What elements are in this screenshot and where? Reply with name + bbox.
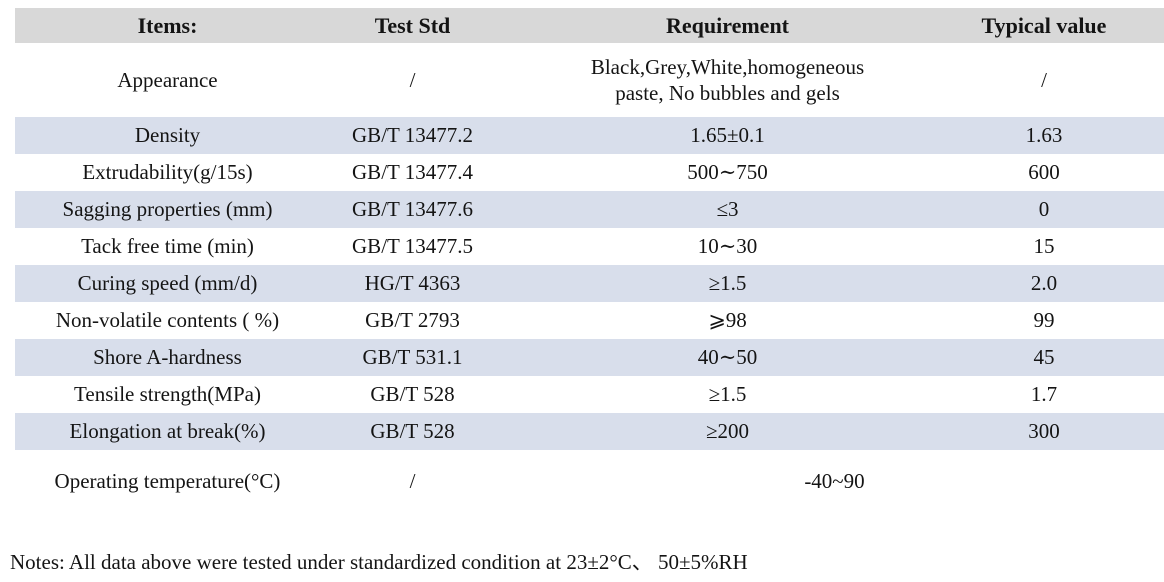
typical-value-cell: 99 xyxy=(1033,308,1055,333)
table-row: Non-volatile contents ( %) GB/T 2793 ⩾98… xyxy=(15,302,1164,339)
item-cell: Shore A-hardness xyxy=(93,345,242,370)
requirement-cell: 500∼750 xyxy=(687,160,768,185)
spec-table: Items: Test Std Requirement Typical valu… xyxy=(15,8,1164,512)
typical-value-cell: 15 xyxy=(1033,234,1055,259)
requirement-cell: ≥200 xyxy=(705,419,750,444)
test-std-cell: GB/T 13477.6 xyxy=(352,197,473,222)
test-std-cell: HG/T 4363 xyxy=(364,271,461,296)
table-row: Tack free time (min) GB/T 13477.5 10∼30 … xyxy=(15,228,1164,265)
notes-text: Notes: All data above were tested under … xyxy=(10,550,748,574)
item-cell: Tack free time (min) xyxy=(81,234,254,259)
test-std-cell: GB/T 13477.4 xyxy=(352,160,473,185)
column-header-items: Items: xyxy=(137,12,198,38)
table-row: Sagging properties (mm) GB/T 13477.6 ≤3 … xyxy=(15,191,1164,228)
table-row: Tensile strength(MPa) GB/T 528 ≥1.5 1.7 xyxy=(15,376,1164,413)
column-header-typical-value: Typical value xyxy=(981,12,1107,38)
requirement-cell: -40~90 xyxy=(804,468,865,493)
header-row: Items: Test Std Requirement Typical valu… xyxy=(15,8,1164,43)
spec-table-header: Items: Test Std Requirement Typical valu… xyxy=(15,8,1164,43)
typical-value-cell: 600 xyxy=(1028,160,1060,185)
test-std-cell: GB/T 531.1 xyxy=(362,345,463,370)
item-cell: Elongation at break(%) xyxy=(69,419,266,444)
item-cell: Density xyxy=(134,123,201,148)
requirement-cell: Black,Grey,White,homogeneous paste, No b… xyxy=(590,54,865,105)
item-cell: Sagging properties (mm) xyxy=(62,197,273,222)
typical-value-cell: 0 xyxy=(1038,197,1050,222)
typical-value-cell: 2.0 xyxy=(1030,271,1058,296)
table-row: Operating temperature(°C) / -40~90 xyxy=(15,450,1164,512)
requirement-cell: ≥1.5 xyxy=(708,382,747,407)
test-std-cell: GB/T 528 xyxy=(370,419,455,444)
table-row: Appearance / Black,Grey,White,homogeneou… xyxy=(15,43,1164,117)
requirement-cell: ⩾98 xyxy=(708,308,747,333)
item-cell: Operating temperature(°C) xyxy=(54,468,281,493)
item-cell: Extrudability(g/15s) xyxy=(82,160,253,185)
table-row: Extrudability(g/15s) GB/T 13477.4 500∼75… xyxy=(15,154,1164,191)
typical-value-cell: 1.7 xyxy=(1030,382,1058,407)
requirement-cell: ≥1.5 xyxy=(708,271,747,296)
item-cell: Appearance xyxy=(117,67,218,92)
typical-value-cell: / xyxy=(1041,67,1047,92)
item-cell: Non-volatile contents ( %) xyxy=(55,308,280,333)
typical-value-cell: 1.63 xyxy=(1025,123,1063,148)
requirement-cell: ≤3 xyxy=(716,197,739,222)
requirement-cell: 10∼30 xyxy=(697,234,758,259)
spec-table-body: Appearance / Black,Grey,White,homogeneou… xyxy=(15,43,1164,512)
item-cell: Tensile strength(MPa) xyxy=(74,382,261,407)
table-row: Shore A-hardness GB/T 531.1 40∼50 45 xyxy=(15,339,1164,376)
column-header-test-std: Test Std xyxy=(374,12,451,38)
test-std-cell: GB/T 528 xyxy=(370,382,455,407)
requirement-cell: 40∼50 xyxy=(697,345,758,370)
test-std-cell: / xyxy=(409,468,416,493)
column-header-requirement: Requirement xyxy=(665,12,790,38)
table-row: Density GB/T 13477.2 1.65±0.1 1.63 xyxy=(15,117,1164,154)
test-std-cell: GB/T 13477.5 xyxy=(352,234,473,259)
test-std-cell: / xyxy=(409,67,416,92)
test-std-cell: GB/T 13477.2 xyxy=(352,123,473,148)
test-std-cell: GB/T 2793 xyxy=(365,308,460,333)
table-row: Curing speed (mm/d) HG/T 4363 ≥1.5 2.0 xyxy=(15,265,1164,302)
typical-value-cell: 45 xyxy=(1033,345,1055,370)
typical-value-cell: 300 xyxy=(1028,419,1060,444)
item-cell: Curing speed (mm/d) xyxy=(77,271,258,296)
table-row: Elongation at break(%) GB/T 528 ≥200 300 xyxy=(15,413,1164,450)
requirement-cell: 1.65±0.1 xyxy=(690,123,765,148)
